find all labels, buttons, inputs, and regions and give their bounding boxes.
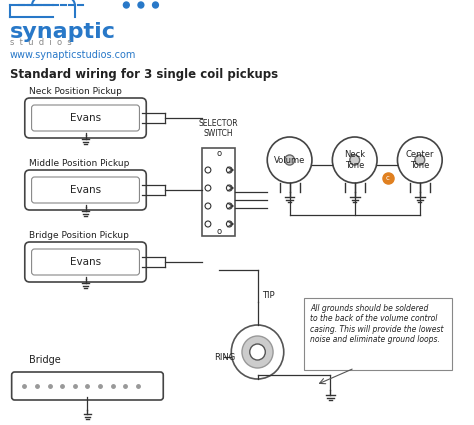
Text: s  t  u  d  i  o  s: s t u d i o s [10,38,72,47]
FancyBboxPatch shape [25,170,146,210]
Circle shape [138,2,144,8]
Text: Evans: Evans [70,185,101,195]
Text: Center
Tone: Center Tone [406,150,434,170]
Text: Evans: Evans [70,113,101,123]
Bar [202,148,235,236]
Circle shape [250,344,265,360]
Circle shape [153,2,158,8]
Text: Middle Position Pickup: Middle Position Pickup [29,159,129,168]
Circle shape [205,203,211,209]
Text: Bridge Position Pickup: Bridge Position Pickup [29,231,129,240]
Circle shape [242,336,273,368]
FancyBboxPatch shape [12,372,163,400]
FancyBboxPatch shape [304,298,452,370]
Text: c: c [386,175,390,181]
Text: Bridge: Bridge [29,355,61,365]
Circle shape [332,137,377,183]
Circle shape [231,325,284,379]
Circle shape [398,137,442,183]
Text: SELECTOR
SWITCH: SELECTOR SWITCH [199,119,238,138]
FancyBboxPatch shape [32,105,139,131]
FancyBboxPatch shape [32,249,139,275]
Text: TIP: TIP [263,291,275,300]
Text: o: o [216,227,221,235]
Text: synaptic: synaptic [10,22,116,42]
Circle shape [227,221,232,227]
Circle shape [123,2,129,8]
Circle shape [350,155,360,165]
Circle shape [285,155,294,165]
Text: Evans: Evans [70,257,101,267]
Circle shape [205,221,211,227]
Circle shape [267,137,312,183]
Text: All grounds should be soldered
to the back of the volume control
casing. This wi: All grounds should be soldered to the ba… [310,304,444,344]
FancyBboxPatch shape [25,242,146,282]
Text: Neck Position Pickup: Neck Position Pickup [29,87,122,96]
Circle shape [415,155,425,165]
Text: www.synapticstudios.com: www.synapticstudios.com [10,50,136,60]
Text: RING: RING [214,352,235,362]
Text: Volume: Volume [274,156,305,164]
Circle shape [205,167,211,173]
Circle shape [227,167,232,173]
FancyBboxPatch shape [25,98,146,138]
Text: Neck
Tone: Neck Tone [344,150,365,170]
Circle shape [205,185,211,191]
Circle shape [227,203,232,209]
Text: Standard wiring for 3 single coil pickups: Standard wiring for 3 single coil pickup… [10,68,278,81]
Text: o: o [216,148,221,158]
Circle shape [227,185,232,191]
FancyBboxPatch shape [32,177,139,203]
